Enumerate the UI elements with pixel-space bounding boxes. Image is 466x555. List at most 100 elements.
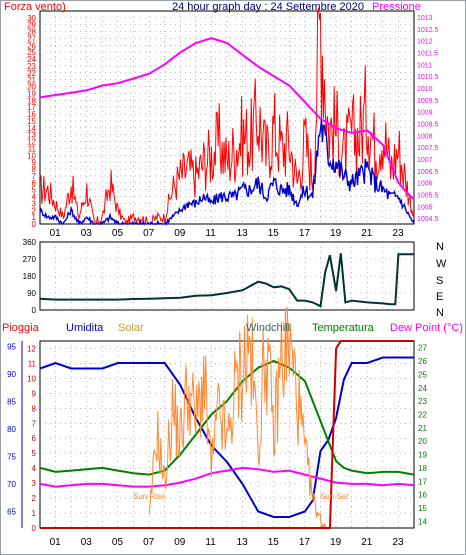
pressure-label: Pressione bbox=[372, 1, 421, 13]
y-tick-label-pressure: 1012.5 bbox=[417, 27, 439, 34]
y-tick-label-pressure: 1008.5 bbox=[417, 121, 439, 128]
y-tick-label-wind: 11 bbox=[28, 144, 37, 153]
series-pioggia bbox=[40, 340, 414, 529]
x-tick-label: 01 bbox=[50, 537, 62, 548]
y-tick-label-rain: 11 bbox=[28, 359, 37, 368]
y-tick-label-wind: 14 bbox=[27, 124, 36, 133]
y-tick-label-pressure: 1013 bbox=[417, 15, 433, 22]
label-dewpoint: Dew Point (°C) bbox=[390, 322, 463, 334]
y-tick-label-wind: 10 bbox=[27, 151, 36, 160]
x-tick-label: 13 bbox=[237, 228, 249, 239]
y-tick-label-wind: 25 bbox=[27, 48, 36, 57]
series-pressione bbox=[39, 37, 415, 200]
compass-labels: N W S E N bbox=[436, 241, 447, 319]
y-tick-label-pressure: 1009 bbox=[417, 110, 433, 117]
y-tick-label-humidity: 65 bbox=[7, 508, 16, 517]
y-tick-label-temperature: 20 bbox=[418, 437, 427, 446]
y-tick-label-rain: 8 bbox=[32, 404, 37, 413]
compass-w: W bbox=[436, 258, 447, 270]
y-tick-label-wind: 16 bbox=[27, 110, 36, 119]
y-tick-label-wind: 7 bbox=[32, 172, 37, 181]
y-tick-label-temperature: 18 bbox=[418, 464, 427, 473]
y-tick-label-humidity: 75 bbox=[7, 453, 16, 462]
y-tick-label-pressure: 1011 bbox=[417, 62, 432, 69]
y-tick-label-temperature: 27 bbox=[418, 344, 427, 353]
y-tick-label-wind: 15 bbox=[27, 117, 36, 126]
y-tick-label-wind: 3 bbox=[32, 199, 37, 208]
y-tick-label-direction: 90 bbox=[27, 289, 36, 298]
y-tick-label-temperature: 14 bbox=[418, 517, 427, 526]
sunset-label: Sun Set bbox=[320, 492, 349, 501]
y-tick-label-pressure: 1010 bbox=[417, 86, 433, 93]
x-tick-label: 19 bbox=[330, 537, 342, 548]
compass-n-top: N bbox=[436, 241, 444, 253]
wind-left-label: Forza vento) bbox=[4, 1, 66, 13]
y-tick-label-rain: 9 bbox=[32, 389, 37, 398]
y-tick-label-wind: 1 bbox=[32, 213, 37, 222]
y-tick-label-humidity: 95 bbox=[7, 343, 16, 352]
y-tick-label-pressure: 1006 bbox=[417, 181, 433, 188]
y-tick-label-temperature: 16 bbox=[418, 491, 427, 500]
y-tick-label-humidity: 70 bbox=[7, 480, 16, 489]
x-tick-label: 15 bbox=[268, 537, 280, 548]
y-tick-label-wind: 24 bbox=[27, 55, 36, 64]
y-tick-label-pressure: 1005 bbox=[417, 204, 433, 211]
y-tick-label-rain: 3 bbox=[32, 479, 37, 488]
y-tick-label-pressure: 1007.5 bbox=[417, 145, 439, 152]
compass-e: E bbox=[436, 291, 443, 303]
y-tick-label-rain: 10 bbox=[27, 374, 36, 383]
x-tick-label: 13 bbox=[237, 537, 249, 548]
y-tick-label-wind: 9 bbox=[32, 158, 37, 167]
x-tick-label: 21 bbox=[361, 537, 373, 548]
y-tick-label-temperature: 19 bbox=[418, 451, 427, 460]
y-tick-label-rain: 5 bbox=[32, 449, 37, 458]
y-tick-label-humidity: 90 bbox=[7, 370, 16, 379]
x-tick-label: 05 bbox=[112, 537, 124, 548]
y-tick-label-wind: 20 bbox=[27, 83, 36, 92]
y-tick-label-wind: 26 bbox=[27, 41, 36, 50]
y-tick-label-humidity: 80 bbox=[7, 425, 16, 434]
y-tick-label-wind: 0 bbox=[32, 220, 37, 229]
label-temperatura: Temperatura bbox=[312, 322, 375, 334]
x-tick-label: 05 bbox=[112, 228, 124, 239]
y-tick-label-rain: 2 bbox=[32, 494, 37, 503]
y-tick-label-temperature: 25 bbox=[418, 370, 427, 379]
y-tick-label-pressure: 1006.5 bbox=[417, 169, 439, 176]
compass-n-bottom: N bbox=[436, 307, 444, 319]
x-tick-label: 01 bbox=[50, 228, 62, 239]
y-tick-label-pressure: 1008 bbox=[417, 133, 433, 140]
x-tick-label: 23 bbox=[392, 537, 404, 548]
y-tick-label-wind: 30 bbox=[27, 14, 36, 23]
y-tick-label-temperature: 23 bbox=[418, 397, 427, 406]
y-tick-label-pressure: 1004.5 bbox=[417, 216, 439, 223]
y-tick-label-pressure: 1007 bbox=[417, 157, 433, 164]
y-tick-label-wind: 22 bbox=[27, 69, 36, 78]
y-tick-label-humidity: 85 bbox=[7, 398, 16, 407]
x-tick-label: 09 bbox=[174, 228, 186, 239]
series-wind bbox=[39, 119, 415, 226]
series-umidita bbox=[39, 356, 414, 518]
label-windchill: Windchill bbox=[246, 322, 290, 334]
y-tick-label-wind: 8 bbox=[32, 165, 37, 174]
y-tick-label-wind: 21 bbox=[27, 76, 36, 85]
x-tick-label: 17 bbox=[299, 537, 311, 548]
x-tick-label: 11 bbox=[205, 228, 216, 239]
y-tick-label-rain: 0 bbox=[32, 524, 37, 533]
x-tick-label: 19 bbox=[330, 228, 342, 239]
x-tick-label: 07 bbox=[143, 537, 155, 548]
y-tick-label-rain: 1 bbox=[32, 509, 37, 518]
y-tick-label-pressure: 1011.5 bbox=[417, 50, 438, 57]
x-tick-label: 07 bbox=[143, 228, 155, 239]
label-pioggia: Pioggia bbox=[2, 322, 40, 334]
series-direction bbox=[39, 253, 414, 308]
x-tick-label: 03 bbox=[81, 537, 93, 548]
y-tick-label-temperature: 21 bbox=[418, 424, 427, 433]
y-tick-label-temperature: 15 bbox=[418, 504, 427, 513]
y-tick-label-wind: 5 bbox=[32, 186, 37, 195]
y-tick-label-pressure: 1012 bbox=[417, 39, 433, 46]
x-tick-label: 23 bbox=[392, 228, 404, 239]
y-tick-label-rain: 6 bbox=[32, 434, 37, 443]
y-tick-label-wind: 12 bbox=[27, 138, 36, 147]
y-tick-label-pressure: 1009.5 bbox=[417, 98, 439, 105]
y-tick-label-direction: 180 bbox=[23, 272, 37, 281]
